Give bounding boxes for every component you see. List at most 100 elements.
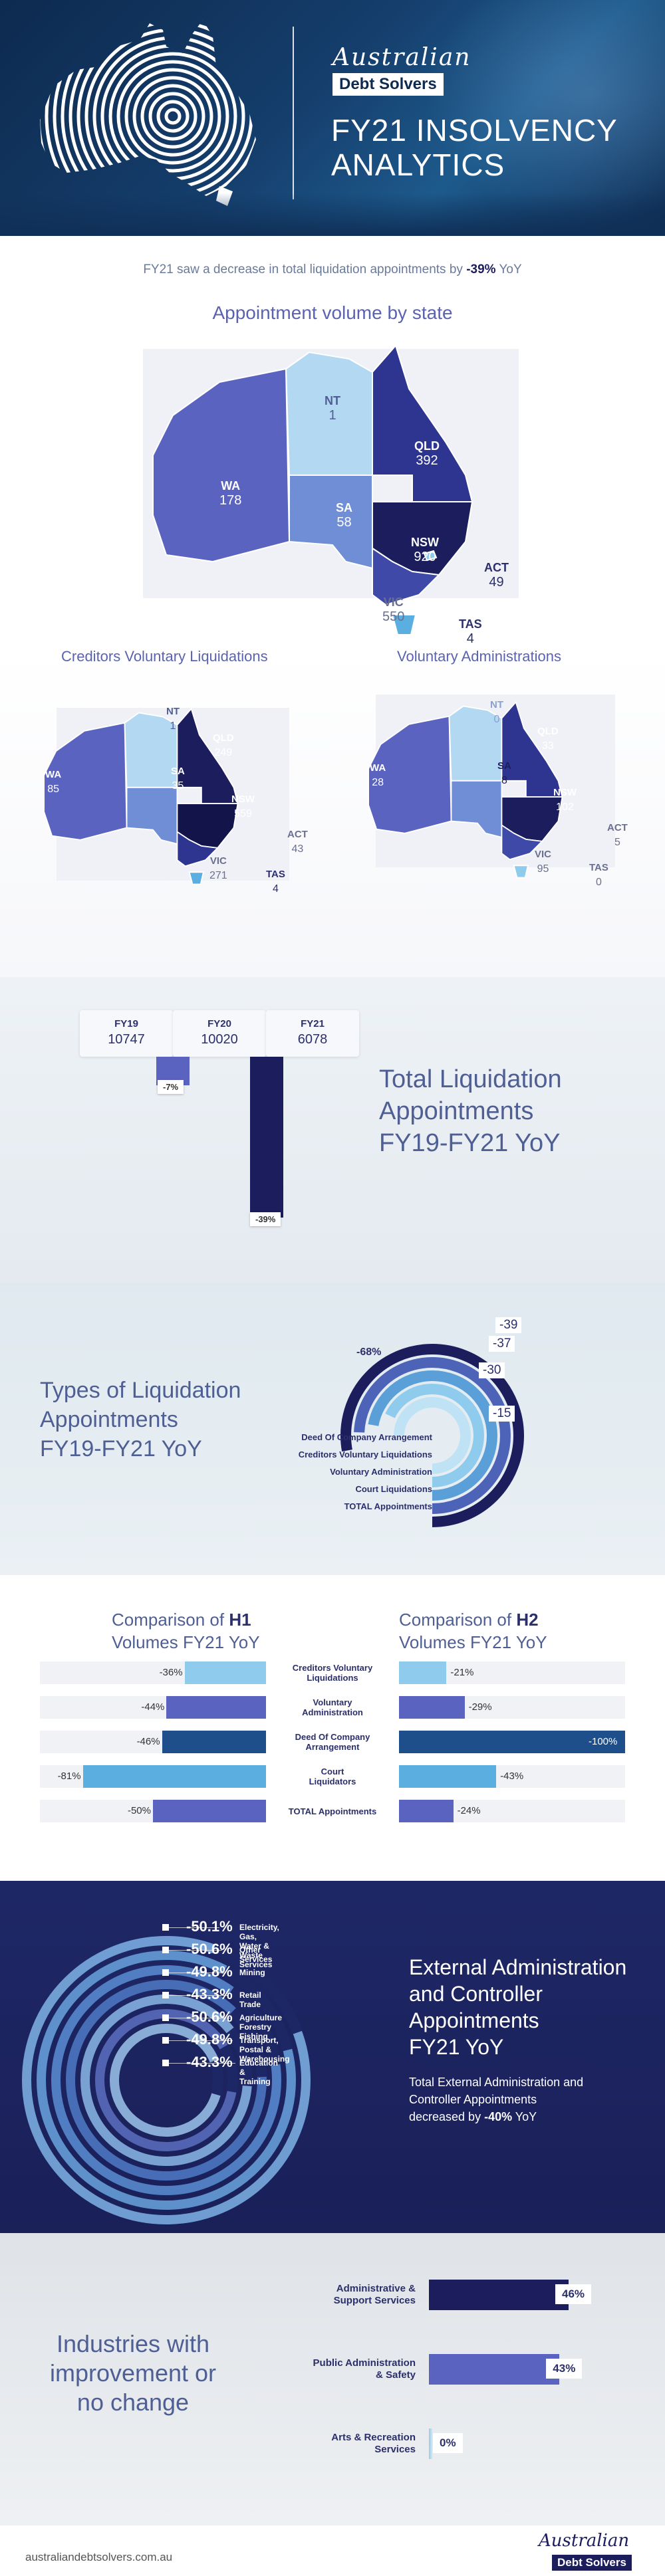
comparison-section: Comparison of H1 Volumes FY21 YoY Compari… (0, 1575, 665, 1881)
footer-brand-name: Debt Solvers (552, 2555, 632, 2571)
types-category-1: Creditors Voluntary Liquidations (298, 1449, 432, 1459)
ext-connector (166, 2040, 233, 2041)
footer-url[interactable]: australiandebtsolvers.com.au (25, 2551, 173, 2563)
ext-category: Retail Trade (239, 1990, 261, 2009)
state-map-section: Appointment volume by state WA 178 NT 1 QL… (0, 289, 665, 648)
comparison-category: TOTAL Appointments (288, 1806, 377, 1816)
ext-ring-gap-2 (227, 1986, 281, 2066)
state-map-title: Appointment volume by state (212, 302, 453, 323)
ext-connector (166, 1995, 227, 1996)
cvl-value-vic: 271 (209, 870, 227, 881)
intro-highlight: -39% (466, 263, 496, 276)
va-label-sa: SA 8 (497, 759, 511, 788)
ext-ring-gap-1 (222, 1965, 293, 2052)
types-title-line3: FY19-FY21 YoY (40, 1436, 202, 1461)
ext-value: -50.6% (186, 2008, 233, 2025)
totals-title-line2: Appointments (379, 1097, 534, 1125)
ext-sub-highlight: -40% (484, 2110, 513, 2123)
types-section: Types of Liquidation Appointments FY19-F… (0, 1283, 665, 1575)
small-maps-section: Creditors Voluntary Liquidations Volunta… (0, 648, 665, 977)
state-label-wa: WA 178 (219, 479, 241, 508)
fy21-label: FY21 (301, 1018, 325, 1029)
comparison-category: Court Liquidators (309, 1767, 356, 1786)
h1-value: -44% (141, 1701, 165, 1713)
ext-ring-gap-0 (212, 1944, 303, 2034)
state-label-qld: QLD 392 (414, 439, 440, 468)
ext-title-line2: and Controller (409, 1982, 543, 2006)
comparison-category: Voluntary Administration (302, 1697, 363, 1717)
ext-category: Other Services (239, 1945, 273, 1964)
cvl-map-title: Creditors Voluntary Liquidations (61, 648, 268, 665)
ext-sub-line3-pre: decreased by (409, 2110, 485, 2123)
cvl-code-act: ACT (287, 829, 308, 840)
h1-value: -36% (159, 1667, 183, 1678)
h2-title-bold: H2 (516, 1610, 539, 1630)
cvl-label-nt: NT 1 (166, 704, 180, 734)
industry-category: Administrative & Support Services (333, 2283, 416, 2306)
cvl-label-qld: QLD 249 (213, 731, 234, 760)
industries-title-line2: improvement or (49, 2359, 217, 2387)
cvl-code-nsw: NSW (231, 794, 255, 805)
va-code-nt: NT (490, 699, 503, 710)
change-fy20-label: -7% (158, 1080, 184, 1095)
ext-title-line3: Appointments (409, 2008, 539, 2032)
types-value-2: -30 (479, 1362, 505, 1378)
state-map (152, 344, 473, 635)
ext-connector (166, 1950, 222, 1951)
h1-value: -81% (57, 1771, 81, 1782)
fy19-value: 10747 (108, 1032, 145, 1047)
ext-title-line1: External Administration (409, 1955, 627, 1979)
types-category-4: TOTAL Appointments (344, 1501, 432, 1511)
industry-category: Public Administration & Safety (313, 2357, 416, 2381)
ext-value: -50.1% (186, 1918, 233, 1935)
va-code-vic: VIC (535, 849, 552, 860)
types-arc-top-0 (394, 1397, 433, 1436)
va-value-wa: 28 (372, 777, 384, 788)
external-admin-section: -50.1% Electricity, Gas, Water & Waste Se… (0, 1881, 665, 2233)
industries-title-line3: no change (76, 2389, 190, 2416)
types-category-2: Voluntary Administration (330, 1467, 432, 1477)
types-title-line2: Appointments (40, 1407, 178, 1432)
ext-sub-line3-post: YoY (512, 2110, 537, 2123)
ext-value: -49.8% (186, 1963, 233, 1980)
industry-bar (429, 2280, 569, 2310)
cvl-code-sa: SA (171, 766, 185, 777)
state-code-sa: SA (336, 501, 353, 514)
ext-ring-1 (37, 1951, 296, 2210)
ext-marker (162, 1969, 169, 1976)
brand-name: Debt Solvers (332, 73, 444, 96)
h1-title-bold: H1 (229, 1610, 251, 1630)
types-arc-0 (432, 1397, 471, 1474)
state-wa (152, 368, 291, 563)
state-vic (372, 547, 441, 606)
cvl-value-wa: 85 (47, 784, 59, 795)
va-value-nt: 0 (493, 714, 500, 725)
types-value-0: -68% (356, 1346, 382, 1358)
fy19-box: FY19 10747 (80, 1010, 173, 1057)
h2-title: Comparison of H2 Volumes FY21 YoY (399, 1608, 547, 1654)
va-label-nt: NT 0 (490, 698, 503, 727)
intro-text-before: FY21 saw a decrease in total liquidation… (143, 263, 467, 276)
types-category-0: Deed Of Company Arrangement (301, 1432, 432, 1442)
types-arc-3 (432, 1357, 511, 1514)
change-fy21-label: -39% (250, 1212, 281, 1226)
va-label-nsw: NSW 102 (553, 786, 577, 815)
ext-category: Mining (239, 1968, 265, 1977)
industry-category: Arts & Recreation Services (331, 2432, 416, 2455)
h2-bar (399, 1800, 454, 1822)
ext-sub-line3: decreased by -40% YoY (409, 2108, 583, 2125)
state-value-tas: 4 (466, 631, 474, 646)
hero-banner: Australian Debt Solvers FY21 INSOLVENCY … (0, 0, 665, 236)
cvl-label-act: ACT 43 (287, 827, 308, 857)
h1-bar (153, 1800, 266, 1822)
state-code-nt: NT (325, 394, 340, 407)
state-label-nsw: NSW 920 (411, 535, 439, 564)
cvl-map (43, 707, 239, 885)
state-label-vic: VIC 550 (382, 595, 404, 624)
footer: australiandebtsolvers.com.au Australian … (0, 2525, 665, 2576)
ext-marker (162, 2060, 169, 2066)
brand-script: Australian (332, 44, 471, 71)
va-value-sa: 8 (501, 775, 507, 786)
ext-ring-gap-5 (219, 2044, 238, 2093)
comparison-category: Creditors Voluntary Liquidations (292, 1663, 373, 1683)
